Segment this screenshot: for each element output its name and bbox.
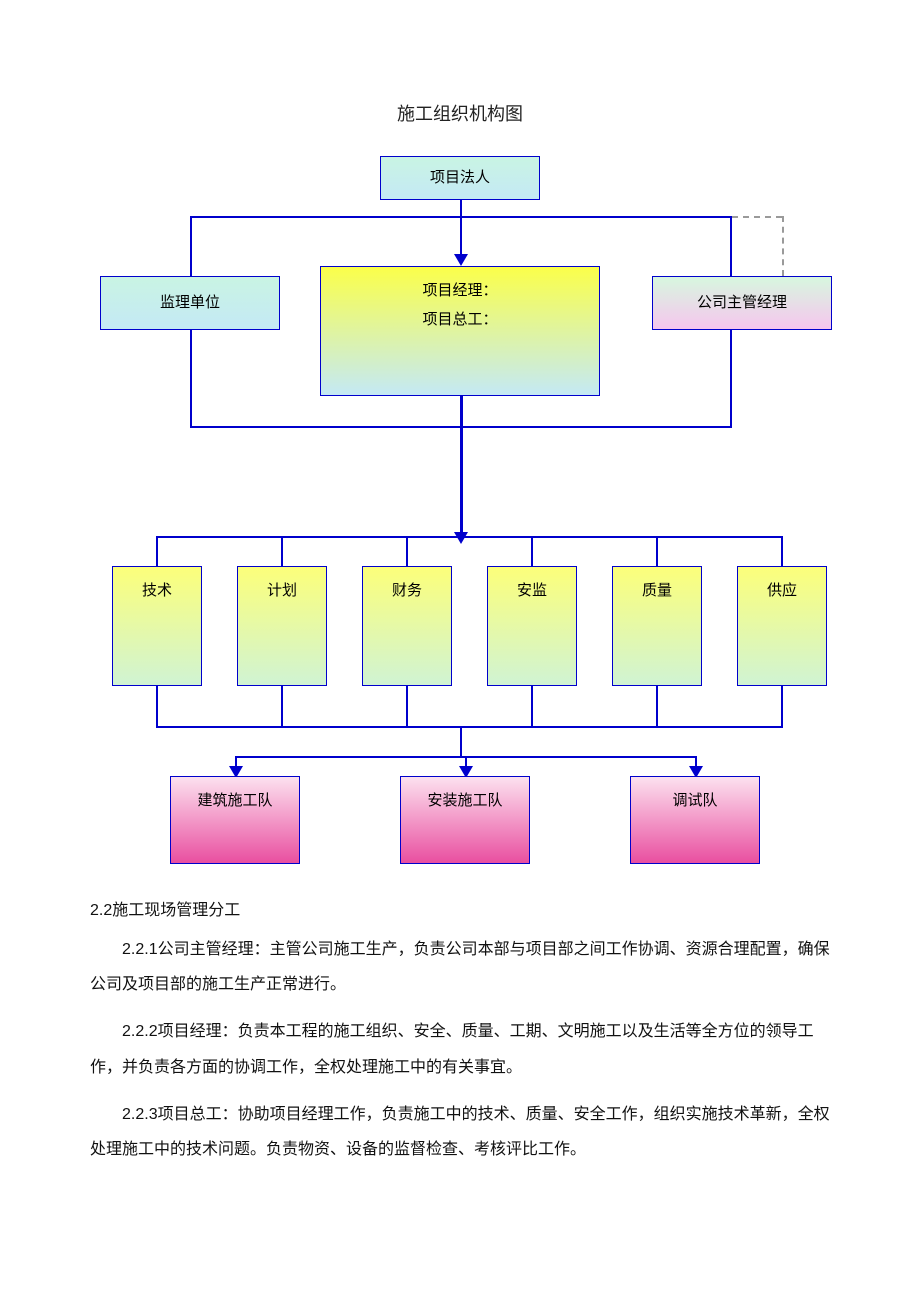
node-safety: 安监	[487, 566, 577, 686]
chart-title: 施工组织机构图	[90, 100, 830, 126]
connector-v	[281, 536, 283, 566]
node-label: 技术	[142, 577, 172, 606]
connector-v	[656, 686, 658, 728]
node-build_team: 建筑施工队	[170, 776, 300, 864]
connector-v	[281, 686, 283, 728]
connector-v	[156, 686, 158, 728]
node-label: 安监	[517, 577, 547, 606]
connector-v	[406, 536, 408, 566]
node-label: 质量	[642, 577, 672, 606]
node-label: 监理单位	[160, 289, 220, 318]
node-label: 财务	[392, 577, 422, 606]
node-label: 项目经理：	[422, 277, 497, 306]
connector-v	[656, 536, 658, 566]
paragraph: 2.2.1公司主管经理：主管公司施工生产，负责公司本部与项目部之间工作协调、资源…	[90, 932, 830, 1002]
node-pm: 项目经理：项目总工：	[320, 266, 600, 396]
node-plan: 计划	[237, 566, 327, 686]
connector-v	[730, 216, 732, 276]
connector-v	[406, 686, 408, 728]
node-label: 项目总工：	[422, 306, 497, 335]
connector-v	[460, 396, 463, 536]
node-finance: 财务	[362, 566, 452, 686]
arrow-down-icon	[454, 254, 468, 266]
section-heading: 2.2施工现场管理分工	[90, 896, 830, 920]
connector-v	[460, 200, 462, 258]
node-label: 项目法人	[430, 164, 490, 193]
connector-v	[460, 726, 462, 756]
node-supervisor: 监理单位	[100, 276, 280, 330]
connector-h	[156, 726, 782, 728]
node-label: 供应	[767, 577, 797, 606]
body-text: 2.2施工现场管理分工 2.2.1公司主管经理：主管公司施工生产，负责公司本部与…	[90, 896, 830, 1167]
node-legal: 项目法人	[380, 156, 540, 200]
node-tech: 技术	[112, 566, 202, 686]
node-label: 建筑施工队	[197, 787, 272, 816]
node-label: 安装施工队	[427, 787, 502, 816]
node-label: 公司主管经理	[697, 289, 787, 318]
node-label: 计划	[267, 577, 297, 606]
org-flowchart: 项目法人监理单位 项目经理：项目总工： 公司主管经理技术 计划 财务 安监 质量 供应建筑施工…	[90, 156, 830, 876]
connector-v	[531, 536, 533, 566]
connector-h	[732, 216, 782, 218]
arrow-down-icon	[454, 532, 468, 544]
connector-v	[782, 216, 784, 276]
node-supply: 供应	[737, 566, 827, 686]
connector-h	[156, 536, 782, 538]
connector-v	[781, 686, 783, 728]
connector-v	[531, 686, 533, 728]
connector-v	[730, 330, 732, 428]
connector-v	[190, 216, 192, 276]
connector-v	[156, 536, 158, 566]
node-label: 调试队	[672, 787, 717, 816]
paragraph: 2.2.2项目经理：负责本工程的施工组织、安全、质量、工期、文明施工以及生活等全…	[90, 1014, 830, 1084]
paragraph: 2.2.3项目总工：协助项目经理工作，负责施工中的技术、质量、安全工作，组织实施…	[90, 1097, 830, 1167]
node-company_mgr: 公司主管经理	[652, 276, 832, 330]
connector-v	[190, 330, 192, 428]
connector-v	[781, 536, 783, 566]
node-install_team: 安装施工队	[400, 776, 530, 864]
node-debug_team: 调试队	[630, 776, 760, 864]
node-quality: 质量	[612, 566, 702, 686]
